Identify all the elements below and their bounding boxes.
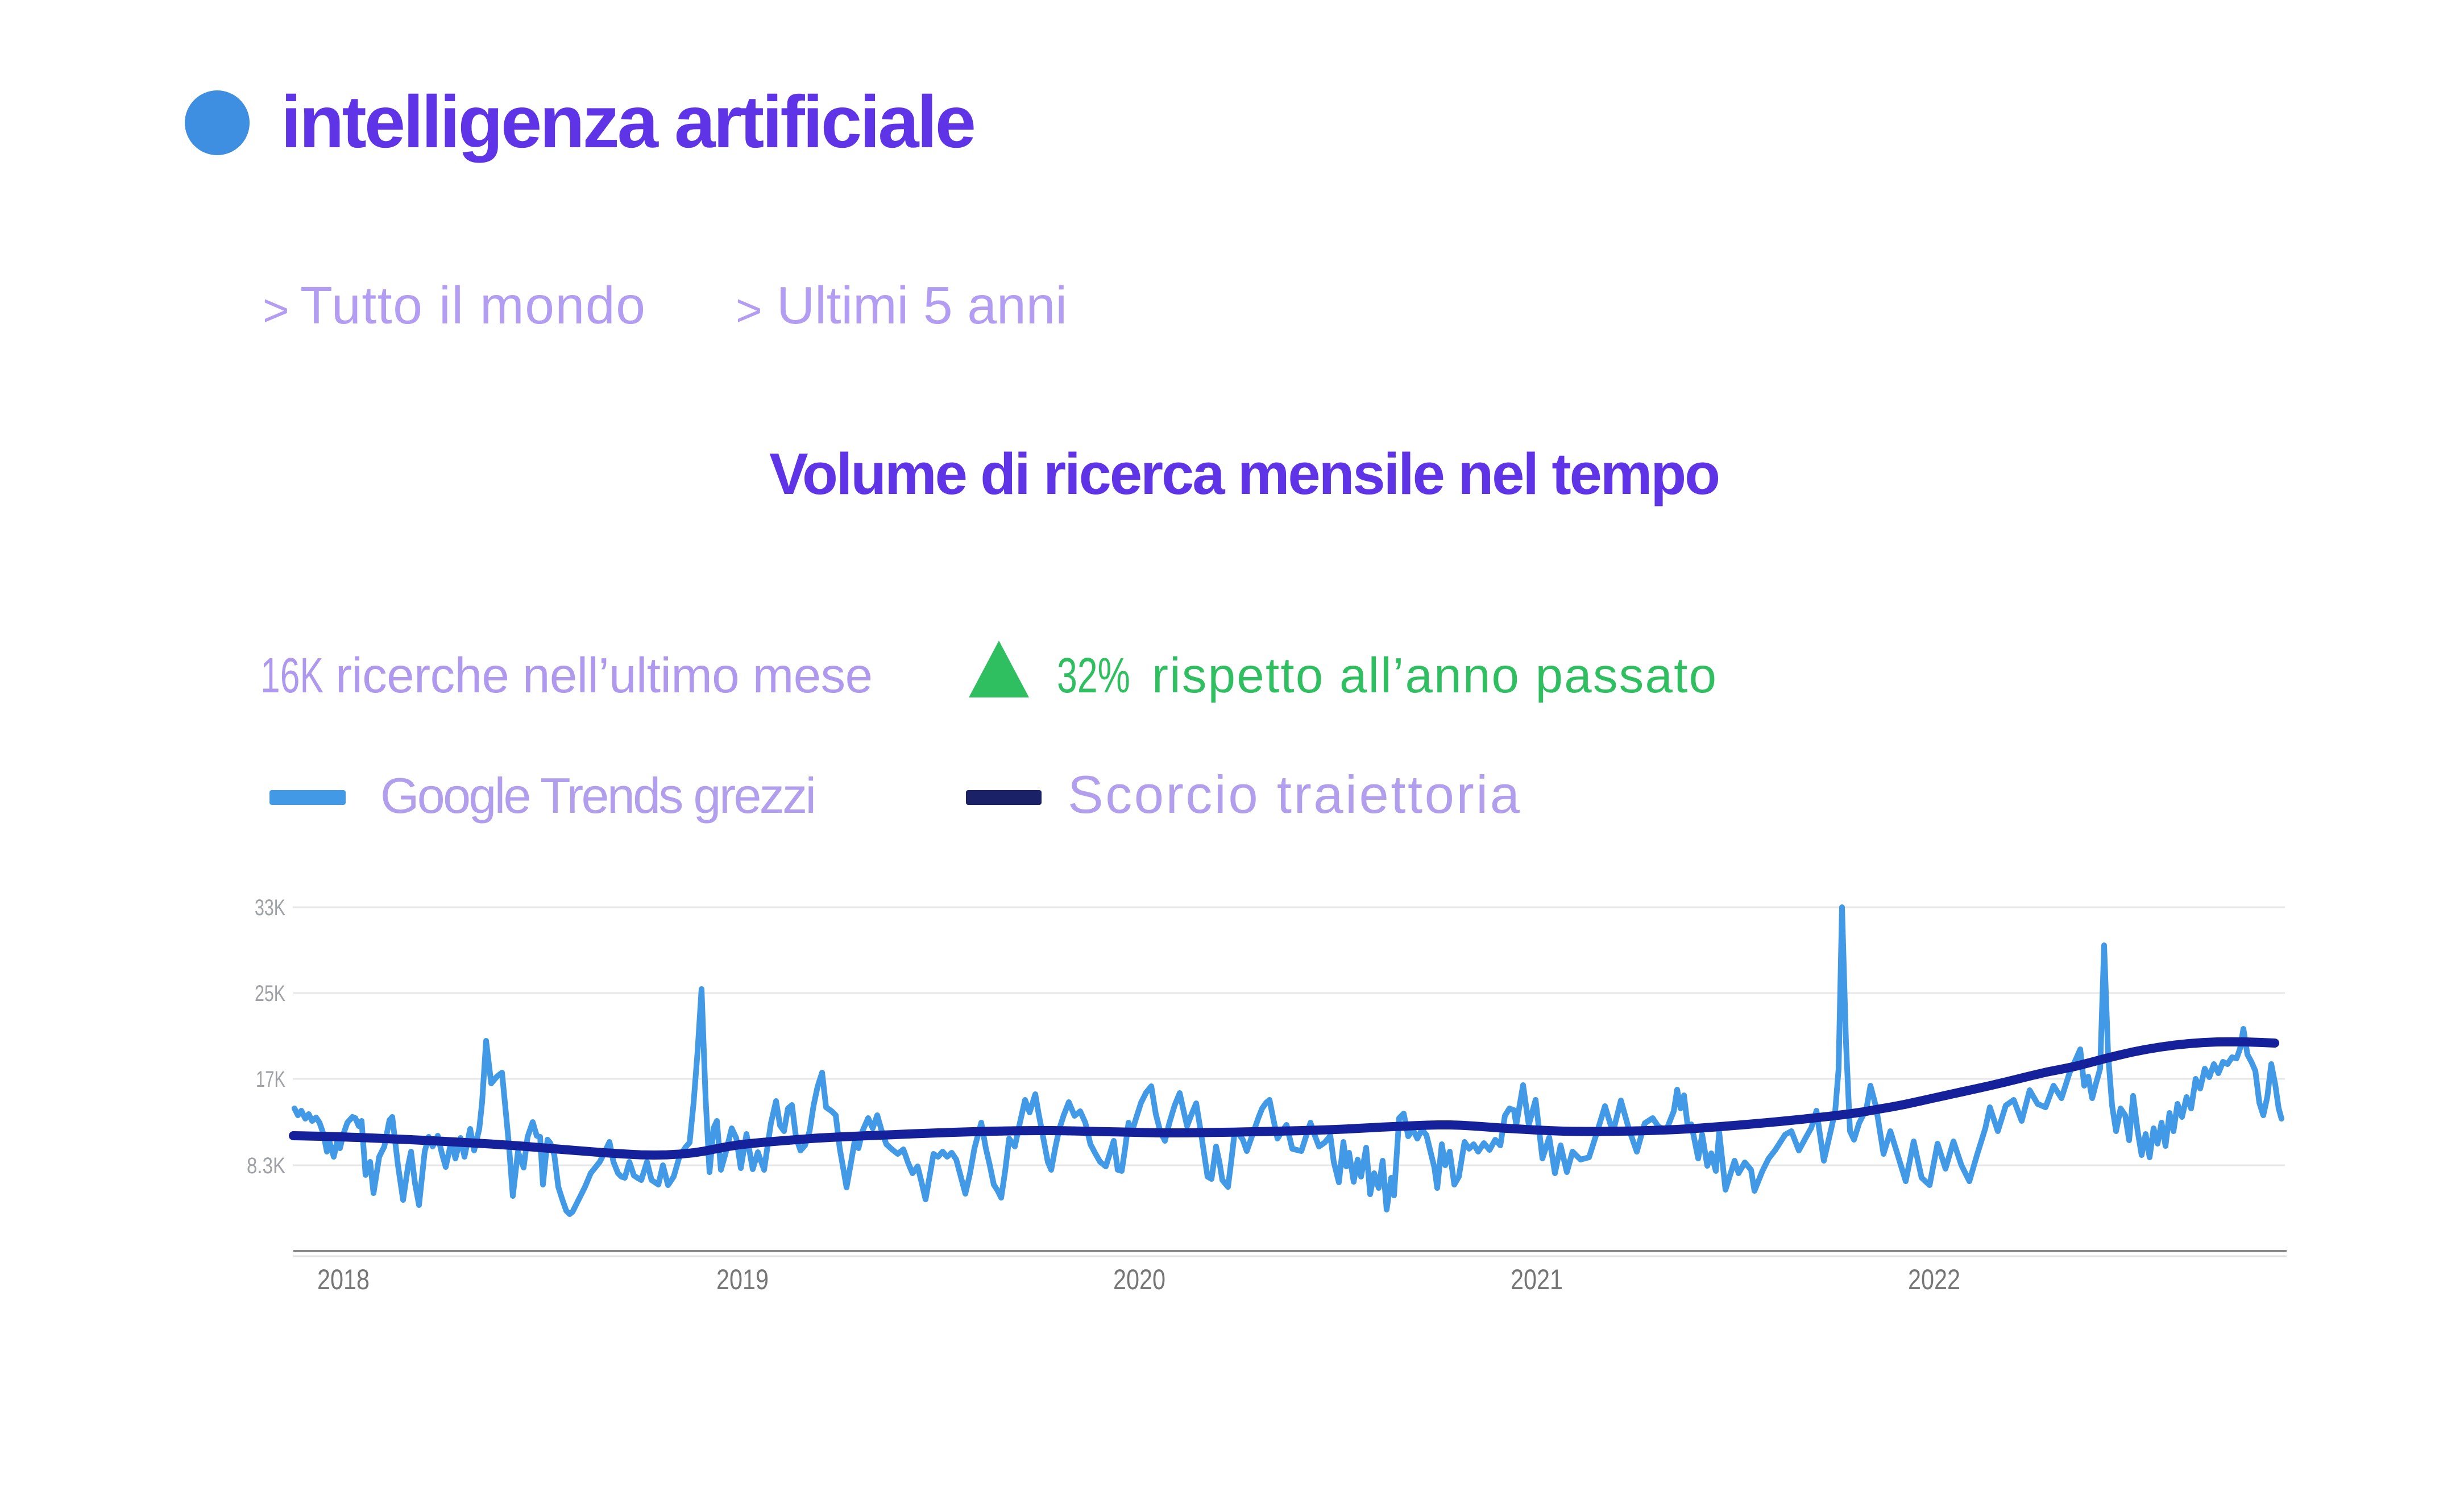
svg-text:Scorcio traiettoria: Scorcio traiettoria: [1068, 765, 1520, 824]
svg-text:2018: 2018: [317, 1264, 370, 1295]
svg-text:rispetto all’anno passato: rispetto all’anno passato: [1152, 648, 1716, 703]
svg-text:16K: 16K: [260, 648, 323, 703]
svg-text:2022: 2022: [1908, 1264, 1960, 1295]
svg-text:17K: 17K: [256, 1067, 285, 1092]
svg-text:Ultimi 5 anni: Ultimi 5 anni: [777, 276, 1067, 335]
svg-text:Volume di ricerca mensile nel: Volume di ricerca mensile nel tempo: [769, 441, 1720, 506]
svg-text:2021: 2021: [1511, 1264, 1563, 1295]
svg-text:Google Trends grezzi: Google Trends grezzi: [380, 767, 816, 824]
svg-text:>: >: [263, 285, 289, 335]
svg-text:>: >: [736, 285, 762, 335]
svg-text:intelligenza artificiale: intelligenza artificiale: [281, 80, 976, 163]
svg-text:ricerche nell’ultimo mese: ricerche nell’ultimo mese: [335, 648, 873, 703]
svg-text:Tutto il mondo: Tutto il mondo: [300, 276, 645, 335]
svg-text:33K: 33K: [255, 895, 285, 920]
svg-text:2019: 2019: [716, 1264, 769, 1295]
svg-text:25K: 25K: [255, 981, 285, 1006]
svg-text:32%: 32%: [1057, 648, 1130, 703]
svg-text:2020: 2020: [1113, 1264, 1165, 1295]
svg-text:8.3K: 8.3K: [247, 1153, 285, 1178]
